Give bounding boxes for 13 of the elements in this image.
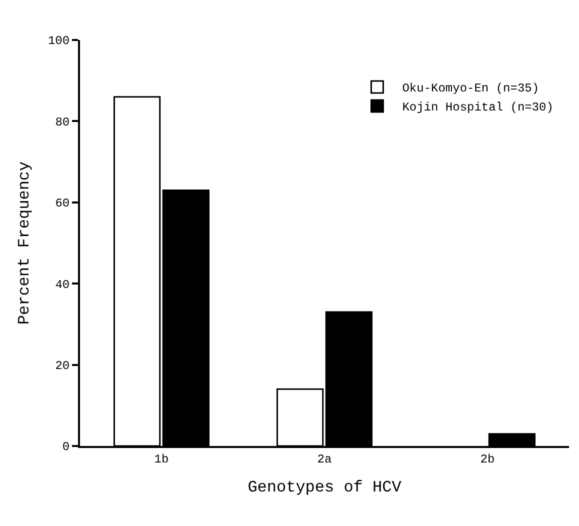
x-tick-label: 2a	[317, 452, 332, 466]
x-tick-label: 2b	[480, 452, 495, 466]
y-axis-title: Percent Frequency	[15, 160, 34, 325]
y-tick-label: 40	[55, 278, 70, 292]
x-tick-label: 1b	[154, 452, 169, 466]
y-tick-label: 0	[62, 440, 70, 454]
legend-label: Oku-Komyo-En (n=35)	[402, 82, 540, 96]
x-axis-title: Genotypes of HCV	[248, 478, 402, 497]
y-tick-label: 60	[55, 196, 70, 211]
legend-label: Kojin Hospital (n=30)	[402, 100, 554, 115]
y-tick-label: 80	[55, 115, 70, 130]
y-tick-label: 100	[48, 34, 70, 48]
y-tick-label: 20	[55, 359, 70, 373]
